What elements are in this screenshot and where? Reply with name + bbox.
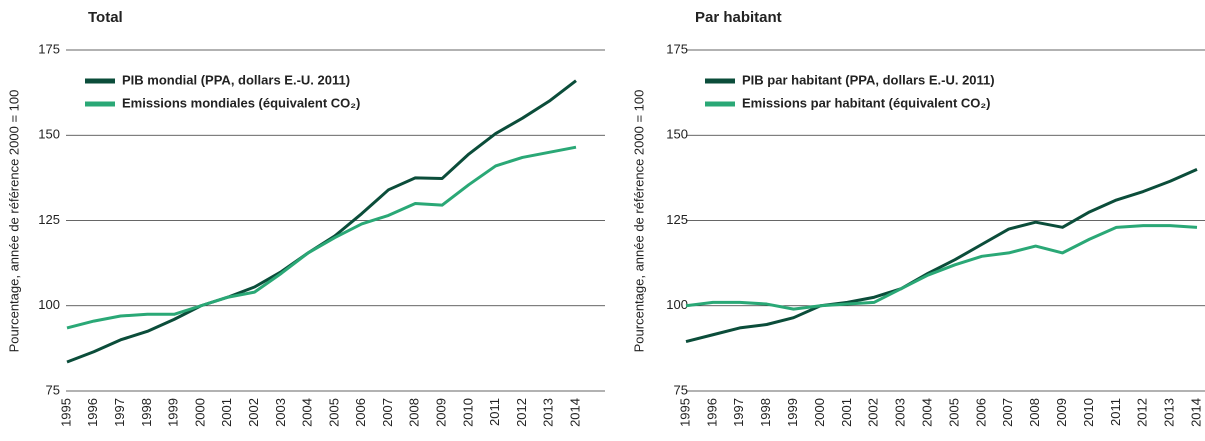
- x-tick-label: 2002: [246, 398, 261, 427]
- x-tick-label: 1999: [785, 398, 800, 427]
- x-tick-label: 2007: [1000, 398, 1015, 427]
- series-line: [66, 79, 577, 364]
- y-tick-label: 75: [674, 382, 688, 397]
- x-tick-label: 2003: [273, 398, 288, 427]
- x-tick-label: 2013: [1162, 398, 1177, 427]
- chart-title: Par habitant: [695, 9, 782, 26]
- x-tick-label: 1996: [85, 398, 100, 427]
- x-tick-label: 1997: [731, 398, 746, 427]
- legend-label: Emissions mondiales (équivalent CO₂): [122, 95, 360, 110]
- legend-label: PIB par habitant (PPA, dollars E.-U. 201…: [742, 72, 995, 87]
- x-tick-label: 2008: [1027, 398, 1042, 427]
- y-tick-label: 150: [38, 127, 60, 142]
- y-tick-label: 175: [666, 41, 688, 56]
- series-line: [66, 145, 577, 330]
- x-tick-label: 2001: [219, 398, 234, 427]
- x-tick-label: 2011: [1108, 398, 1123, 426]
- series-line: [685, 224, 1198, 311]
- x-tick-label: 2004: [300, 398, 315, 427]
- x-tick-label: 1995: [58, 398, 73, 427]
- x-tick-label: 2007: [380, 398, 395, 427]
- y-tick-label: 75: [46, 382, 60, 397]
- x-tick-label: 2008: [407, 398, 422, 427]
- x-tick-label: 2014: [1188, 398, 1203, 427]
- y-axis-label: Pourcentage, année de référence 2000 = 1…: [631, 90, 646, 353]
- legend-label: Emissions par habitant (équivalent CO₂): [742, 95, 991, 110]
- x-tick-label: 2012: [1135, 398, 1150, 427]
- x-tick-label: 2004: [919, 398, 934, 427]
- x-tick-label: 2005: [326, 398, 341, 427]
- x-tick-label: 1996: [704, 398, 719, 427]
- y-tick-label: 175: [38, 41, 60, 56]
- x-tick-label: 2009: [1054, 398, 1069, 427]
- x-tick-label: 2010: [1081, 398, 1096, 427]
- x-tick-label: 1998: [139, 398, 154, 427]
- x-tick-label: 1995: [677, 398, 692, 427]
- y-tick-label: 150: [666, 127, 688, 142]
- x-tick-label: 2005: [946, 398, 961, 427]
- x-tick-label: 2006: [973, 398, 988, 427]
- x-tick-label: 2000: [812, 398, 827, 427]
- x-tick-label: 2013: [541, 398, 556, 427]
- x-tick-label: 2010: [460, 398, 475, 427]
- x-tick-label: 2000: [192, 398, 207, 427]
- y-tick-label: 125: [666, 212, 688, 227]
- x-tick-label: 2012: [514, 398, 529, 427]
- x-tick-label: 1997: [112, 398, 127, 427]
- x-tick-label: 2009: [433, 398, 448, 427]
- x-tick-label: 2011: [487, 398, 502, 426]
- y-axis-label: Pourcentage, année de référence 2000 = 1…: [6, 90, 21, 353]
- x-tick-label: 1998: [758, 398, 773, 427]
- x-tick-label: 2006: [353, 398, 368, 427]
- series-line: [685, 167, 1198, 344]
- x-tick-label: 2003: [893, 398, 908, 427]
- legend-label: PIB mondial (PPA, dollars E.-U. 2011): [122, 72, 350, 87]
- x-tick-label: 2014: [567, 398, 582, 427]
- y-tick-label: 125: [38, 212, 60, 227]
- x-tick-label: 1999: [166, 398, 181, 427]
- y-tick-label: 100: [666, 297, 688, 312]
- x-tick-label: 2001: [839, 398, 854, 427]
- chart-title: Total: [88, 9, 123, 26]
- y-tick-label: 100: [38, 297, 60, 312]
- x-tick-label: 2002: [866, 398, 881, 427]
